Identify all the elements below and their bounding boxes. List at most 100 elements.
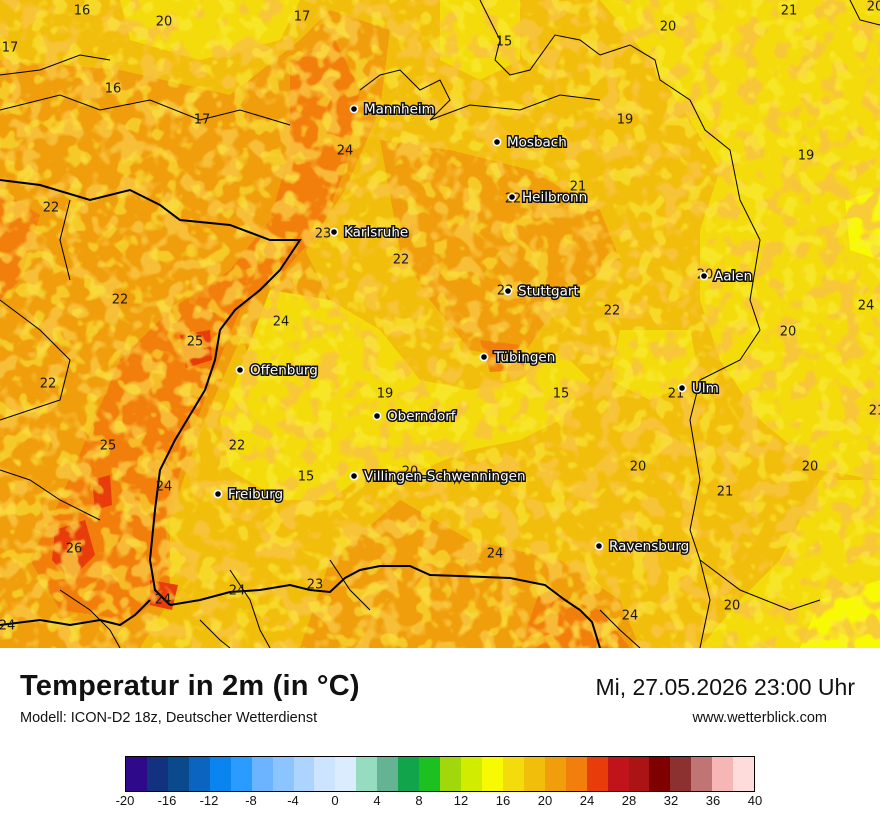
city-label: Offenburg xyxy=(250,363,318,379)
temperature-value: 20 xyxy=(156,15,173,30)
website-link[interactable]: www.wetterblick.com xyxy=(692,710,827,726)
color-scale-segment xyxy=(126,757,147,791)
temperature-value: 20 xyxy=(724,599,741,614)
temperature-value: 21 xyxy=(781,4,798,19)
city-freiburg: Freiburg xyxy=(213,485,285,504)
temperature-value: 24 xyxy=(622,609,639,624)
color-scale-ticks: -20 -16 -12 -8 -4 0 4 8 12 16 20 24 28 32 36 40 xyxy=(116,793,763,823)
temperature-values: 16 20 17 17 20 21 15 20 16 19 17 19 24 21 22 22 22 23 23 24… xyxy=(0,0,880,634)
city-label: Karlsruhe xyxy=(344,225,408,241)
city-dot xyxy=(492,137,502,147)
city-ulm: Ulm xyxy=(677,379,720,398)
color-scale-segment xyxy=(628,757,650,791)
temperature-value: 24 xyxy=(487,547,504,562)
valid-datetime: Mi, 27.05.2026 23:00 Uhr xyxy=(595,674,855,700)
temperature-value: 20 xyxy=(867,0,880,15)
city-heilbronn: Heilbronn xyxy=(507,188,589,207)
color-scale-tick-label: 32 xyxy=(663,793,679,808)
color-scale-tick-label: 8 xyxy=(415,793,423,808)
color-scale-tick-label: -20 xyxy=(115,793,135,808)
temperature-value: 17 xyxy=(294,10,311,25)
color-scale-segment xyxy=(419,757,441,791)
temperature-value: 24 xyxy=(229,584,246,599)
city-label: Tübingen xyxy=(493,350,555,366)
city-aalen: Aalen xyxy=(699,267,754,286)
city-dot xyxy=(349,104,359,114)
temperature-value: 25 xyxy=(100,439,117,454)
color-scale-segment xyxy=(440,757,461,791)
temperature-value: 15 xyxy=(298,470,315,485)
city-dot xyxy=(372,411,382,421)
color-scale-segment xyxy=(335,757,357,791)
city-dot xyxy=(235,365,245,375)
color-scale-segment xyxy=(586,757,608,791)
city-oberndorf: Oberndorf xyxy=(372,407,458,426)
state-borders xyxy=(0,0,880,648)
city-dot xyxy=(507,192,517,202)
temperature-value: 23 xyxy=(315,227,332,242)
national-borders xyxy=(0,179,601,648)
temperature-value: 20 xyxy=(780,325,797,340)
city-tübingen: Tübingen xyxy=(479,348,557,367)
color-scale-tick-label: 36 xyxy=(705,793,721,808)
city-markers: Mannheim Mosbach Heilbronn Karlsruhe Aalen St… xyxy=(213,100,754,556)
temperature-value: 20 xyxy=(630,460,647,475)
temperature-map[interactable]: 16 20 17 17 20 21 15 20 16 19 17 19 24 21 22 22 22 23 23 24… xyxy=(0,0,880,648)
color-scale-segment xyxy=(314,757,336,791)
color-scale-tick-label: -12 xyxy=(199,793,219,808)
city-label: Ulm xyxy=(692,381,719,397)
color-scale-tick-label: 20 xyxy=(537,793,553,808)
temperature-value: 24 xyxy=(273,315,290,330)
city-label: Heilbronn xyxy=(522,190,587,206)
color-scale-tick-label: -16 xyxy=(157,793,177,808)
city-dot xyxy=(349,471,359,481)
temperature-value: 16 xyxy=(74,4,91,19)
city-dot xyxy=(503,286,513,296)
city-dot xyxy=(329,227,339,237)
city-stuttgart: Stuttgart xyxy=(503,282,580,301)
color-scale-bar xyxy=(125,756,755,792)
color-scale-segment xyxy=(293,757,315,791)
color-scale-tick-label: 16 xyxy=(495,793,511,808)
temperature-value: 19 xyxy=(377,387,394,402)
color-scale-segment xyxy=(733,757,755,791)
color-scale-segment xyxy=(251,757,273,791)
temperature-value: 24 xyxy=(156,480,173,495)
color-scale-segment xyxy=(167,757,189,791)
color-scale-segment xyxy=(461,757,482,791)
color-scale-segment xyxy=(544,757,566,791)
temperature-value: 23 xyxy=(307,578,324,593)
temperature-value: 24 xyxy=(858,299,875,314)
color-scale-segment xyxy=(607,757,629,791)
color-scale-segment xyxy=(481,757,503,791)
color-scale-segment xyxy=(565,757,587,791)
city-mosbach: Mosbach xyxy=(492,133,568,152)
color-scale-segment xyxy=(712,757,734,791)
temperature-value: 17 xyxy=(2,41,19,56)
color-scale-segment xyxy=(502,757,524,791)
city-villingen-schwenningen: Villingen-Schwenningen xyxy=(349,467,527,486)
city-karlsruhe: Karlsruhe xyxy=(329,223,410,242)
city-ravensburg: Ravensburg xyxy=(594,537,691,556)
color-scale-segment xyxy=(272,757,294,791)
color-scale-segment xyxy=(188,757,210,791)
color-scale-tick-label: 4 xyxy=(373,793,381,808)
city-label: Mosbach xyxy=(507,135,567,151)
temperature-value: 22 xyxy=(393,253,410,268)
temperature-value: 21 xyxy=(869,404,880,419)
color-scale-tick-label: 40 xyxy=(747,793,763,808)
city-label: Villingen-Schwenningen xyxy=(364,469,526,485)
city-label: Ravensburg xyxy=(609,539,689,555)
city-label: Aalen xyxy=(714,269,752,285)
temperature-value: 20 xyxy=(802,460,819,475)
city-dot xyxy=(677,383,687,393)
color-scale-segment xyxy=(230,757,252,791)
temperature-value: 24 xyxy=(155,593,172,608)
temperature-value: 16 xyxy=(105,82,122,97)
color-scale-tick-label: 24 xyxy=(579,793,595,808)
color-scale-tick-label: -8 xyxy=(245,793,257,808)
color-scale-tick-label: -4 xyxy=(287,793,299,808)
city-dot xyxy=(699,271,709,281)
color-scale-segment xyxy=(377,757,399,791)
color-scale-tick-label: 12 xyxy=(453,793,469,808)
